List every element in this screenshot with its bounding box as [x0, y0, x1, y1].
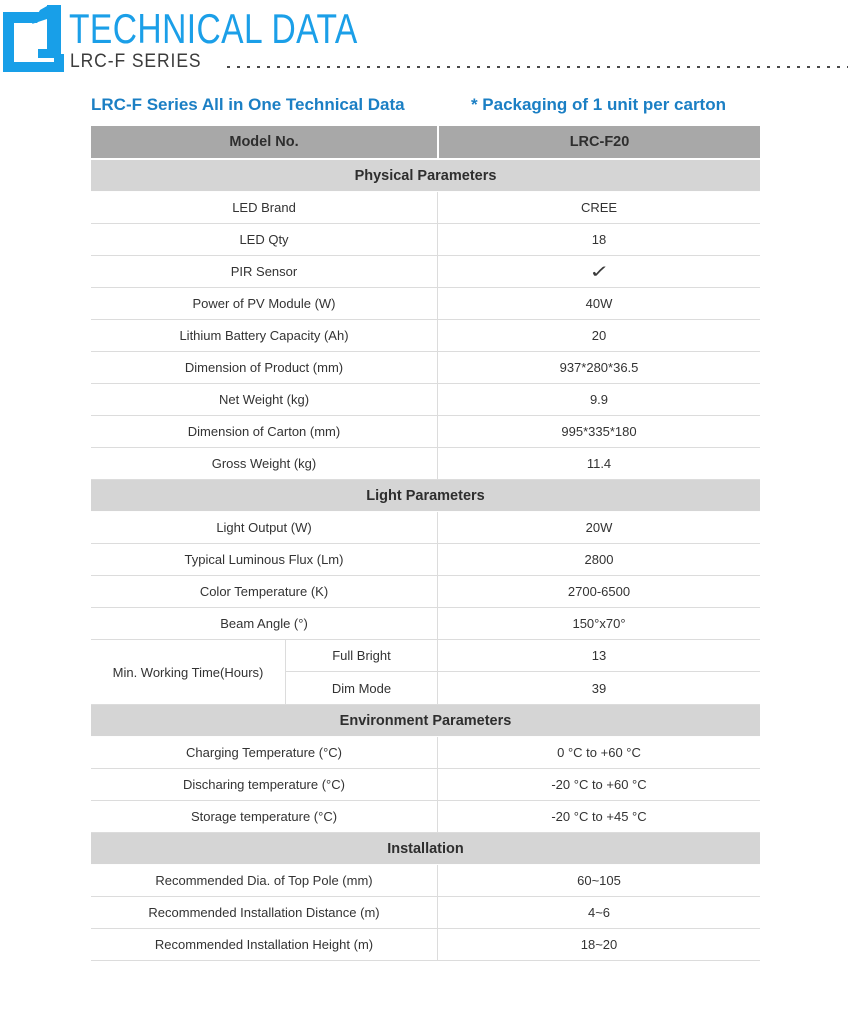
row-label: Recommended Installation Height (m)	[154, 937, 374, 952]
brand-logo	[2, 4, 66, 79]
table-row: Net Weight (kg) 9.9	[91, 384, 760, 416]
row-label: Lithium Battery Capacity (Ah)	[179, 328, 349, 343]
table-row: Discharing temperature (°C) -20 °C to +60…	[91, 769, 760, 801]
row-value: 150°x70°	[437, 608, 760, 639]
row-label: LED Qty	[239, 232, 289, 247]
row-value: 18~20	[437, 929, 760, 960]
section-header-row: Light Parameters	[91, 480, 760, 512]
row-value: 39	[437, 672, 760, 704]
row-label: LED Brand	[232, 200, 296, 215]
section-title: Environment Parameters	[339, 712, 512, 729]
table-caption: LRC-F Series All in One Technical Data	[91, 95, 405, 114]
row-value: 20W	[437, 512, 760, 543]
row-value: -20 °C to +60 °C	[437, 769, 760, 800]
table-row: Recommended Installation Distance (m) 4~6	[91, 897, 760, 929]
model-no-header: Model No.	[91, 126, 437, 158]
subtitle-row: LRC-F Series All in One Technical Data *…	[91, 95, 760, 115]
row-value: 2800	[437, 544, 760, 575]
row-value: 13	[437, 640, 760, 672]
row-label: Charging Temperature (°C)	[186, 745, 342, 760]
table-group-row: Min. Working Time(Hours) Full Bright 13 Dim…	[91, 640, 760, 705]
section-header-row: Environment Parameters	[91, 705, 760, 737]
table-header-row: Model No. LRC-F20	[91, 126, 760, 158]
model-value-header: LRC-F20	[439, 126, 760, 158]
section-header-row: Physical Parameters	[91, 160, 760, 192]
table-row: Beam Angle (°) 150°x70°	[91, 608, 760, 640]
row-label: Dimension of Carton (mm)	[187, 424, 341, 439]
row-sublabel: Full Bright	[285, 640, 437, 672]
row-value: 20	[437, 320, 760, 351]
row-label: Gross Weight (kg)	[211, 456, 317, 471]
table-row: Color Temperature (K) 2700-6500	[91, 576, 760, 608]
table-row: Lithium Battery Capacity (Ah) 20	[91, 320, 760, 352]
row-label: PIR Sensor	[230, 264, 298, 279]
row-sublabel: Dim Mode	[285, 672, 437, 704]
series-label: LRC-F SERIES	[70, 51, 202, 72]
technical-data-table: Model No. LRC-F20 Physical Parameters LED B…	[91, 126, 760, 961]
row-value: ✓	[437, 256, 760, 287]
row-value: 11.4	[437, 448, 760, 479]
row-label: Color Temperature (K)	[199, 584, 329, 599]
table-row: Dimension of Carton (mm) 995*335*180	[91, 416, 760, 448]
row-value: -20 °C to +45 °C	[437, 801, 760, 832]
row-value: 40W	[437, 288, 760, 319]
table-row: Power of PV Module (W) 40W	[91, 288, 760, 320]
table-row: Typical Luminous Flux (Lm) 2800	[91, 544, 760, 576]
row-label: Net Weight (kg)	[218, 392, 310, 407]
row-label: Recommended Installation Distance (m)	[148, 905, 380, 920]
table-row: Charging Temperature (°C) 0 °C to +60 °C	[91, 737, 760, 769]
row-value: 0 °C to +60 °C	[437, 737, 760, 768]
section-title: Light Parameters	[366, 487, 485, 504]
row-value: 995*335*180	[437, 416, 760, 447]
table-row: Storage temperature (°C) -20 °C to +45 °C	[91, 801, 760, 833]
row-value: 937*280*36.5	[437, 352, 760, 383]
row-value: 9.9	[437, 384, 760, 415]
packaging-note: * Packaging of 1 unit per carton	[470, 95, 726, 114]
row-label: Beam Angle (°)	[220, 616, 308, 631]
row-label: Light Output (W)	[216, 520, 312, 535]
section-header-row: Installation	[91, 833, 760, 865]
section-title: Physical Parameters	[354, 167, 497, 184]
row-value: 60~105	[437, 865, 760, 896]
row-label: Min. Working Time(Hours)	[112, 664, 264, 680]
table-row: Light Output (W) 20W	[91, 512, 760, 544]
bracket-one-logo-icon	[3, 5, 64, 72]
page-title: TECHNICAL DATA	[69, 5, 358, 52]
table-row: Dimension of Product (mm) 937*280*36.5	[91, 352, 760, 384]
table-row: PIR Sensor ✓	[91, 256, 760, 288]
series-row: LRC-F SERIES	[70, 50, 848, 74]
row-label: Typical Luminous Flux (Lm)	[184, 552, 344, 567]
row-label: Dimension of Product (mm)	[184, 360, 344, 375]
row-label: Storage temperature (°C)	[190, 809, 338, 824]
table-row: Recommended Dia. of Top Pole (mm) 60~105	[91, 865, 760, 897]
row-value: 2700-6500	[437, 576, 760, 607]
row-label: Power of PV Module (W)	[192, 296, 336, 311]
checkmark-icon: ✓	[588, 262, 610, 282]
table-row: Gross Weight (kg) 11.4	[91, 448, 760, 480]
row-label: Recommended Dia. of Top Pole (mm)	[155, 873, 373, 888]
row-value: CREE	[437, 192, 760, 223]
row-value: 18	[437, 224, 760, 255]
table-row: LED Qty 18	[91, 224, 760, 256]
row-label: Discharing temperature (°C)	[183, 777, 345, 792]
row-value: 4~6	[437, 897, 760, 928]
table-row: Recommended Installation Height (m) 18~20	[91, 929, 760, 961]
section-title: Installation	[387, 840, 464, 857]
table-row: LED Brand CREE	[91, 192, 760, 224]
dotted-divider	[226, 66, 848, 68]
